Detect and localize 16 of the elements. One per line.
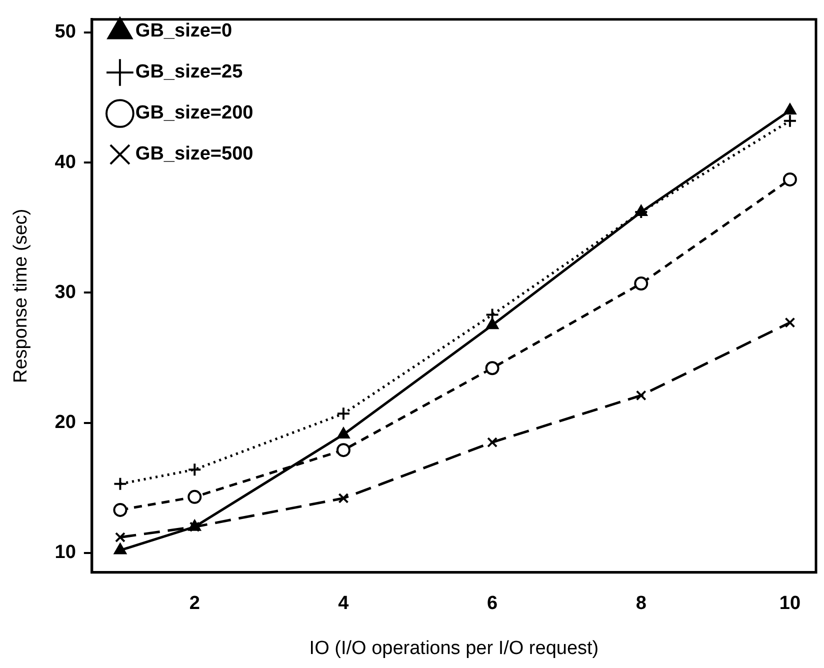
x-tick-label: 6 xyxy=(487,593,498,614)
x-tick-label: 2 xyxy=(189,593,200,614)
y-tick-label: 10 xyxy=(54,542,76,564)
x-axis-title: IO (I/O operations per I/O request) xyxy=(309,638,599,659)
legend-label: GB_size=500 xyxy=(135,144,254,165)
legend-label: GB_size=200 xyxy=(135,102,254,124)
y-tick-label: 20 xyxy=(54,412,76,433)
x-tick-label: 8 xyxy=(636,593,646,614)
y-tick-label: 40 xyxy=(54,152,76,173)
legend-label: GB_size=0 xyxy=(135,20,232,42)
x-tick-label: 10 xyxy=(779,593,801,614)
x-tick-label: 4 xyxy=(338,593,350,614)
y-axis-title: Response time (sec) xyxy=(10,208,32,384)
y-tick-label: 50 xyxy=(54,22,76,43)
y-tick-label: 30 xyxy=(54,282,76,303)
legend-label: GB_size=25 xyxy=(135,62,244,83)
